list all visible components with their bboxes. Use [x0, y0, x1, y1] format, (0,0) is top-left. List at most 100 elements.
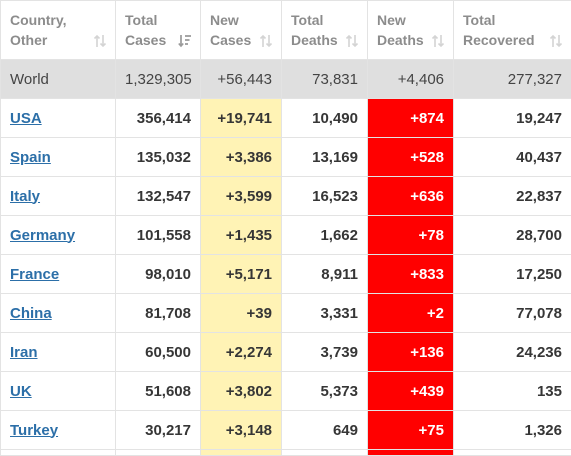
- table-row: Spain 135,032 +3,386 13,169 +528 40,437: [1, 138, 571, 177]
- total-recovered-cell: 19,247: [454, 99, 571, 138]
- sort-arrows-icon[interactable]: [431, 33, 445, 49]
- new-deaths-cell: +874: [368, 99, 454, 138]
- column-header-label: Total Recovered: [463, 10, 562, 50]
- header-line-1: Total: [463, 12, 495, 28]
- column-header-new-cases[interactable]: New Cases: [201, 1, 282, 60]
- country-cell: Turkey: [1, 411, 116, 450]
- new-deaths-cell: +136: [368, 333, 454, 372]
- world-new-cases-cell: +56,443: [201, 60, 282, 99]
- new-cases-cell: +3,599: [201, 177, 282, 216]
- total-recovered-cell: 22,837: [454, 177, 571, 216]
- header-line-1: New: [210, 12, 239, 28]
- country-cell: Germany: [1, 216, 116, 255]
- header-line-2: Other: [10, 32, 47, 48]
- sort-arrows-icon[interactable]: [345, 33, 359, 49]
- new-deaths-cell: +528: [368, 138, 454, 177]
- new-cases-cell: +39: [201, 294, 282, 333]
- table-row: UK 51,608 +3,802 5,373 +439 135: [1, 372, 571, 411]
- total-deaths-cell: 1,662: [282, 216, 368, 255]
- world-total-row: World 1,329,305 +56,443 73,831 +4,406 27…: [1, 60, 571, 99]
- world-total-deaths-cell: 73,831: [282, 60, 368, 99]
- sort-arrows-icon[interactable]: [259, 33, 273, 49]
- country-link[interactable]: China: [10, 305, 52, 322]
- new-deaths-cell: +75: [368, 411, 454, 450]
- column-header-total-cases[interactable]: Total Cases: [116, 1, 201, 60]
- country-link[interactable]: Iran: [10, 344, 38, 361]
- new-cases-cell: +19,741: [201, 99, 282, 138]
- country-link[interactable]: Germany: [10, 227, 75, 244]
- new-deaths-cell: +2: [368, 294, 454, 333]
- new-cases-cell: +1,435: [201, 216, 282, 255]
- sort-arrows-icon[interactable]: [93, 33, 107, 49]
- total-deaths-cell: 10,490: [282, 99, 368, 138]
- new-deaths-cell: +833: [368, 255, 454, 294]
- new-deaths-cell: +636: [368, 177, 454, 216]
- country-link[interactable]: France: [10, 266, 59, 283]
- country-link[interactable]: USA: [10, 110, 42, 127]
- header-line-2: Cases: [210, 32, 251, 48]
- column-header-total-recovered[interactable]: Total Recovered: [454, 1, 571, 60]
- world-total-recovered-cell: 277,327: [454, 60, 571, 99]
- header-line-1: Country,: [10, 12, 67, 28]
- total-deaths-cell: 3,331: [282, 294, 368, 333]
- header-line-2: Recovered: [463, 32, 535, 48]
- header-line-2: Deaths: [291, 32, 338, 48]
- country-cell: China: [1, 294, 116, 333]
- country-link[interactable]: Italy: [10, 188, 40, 205]
- column-header-new-deaths[interactable]: New Deaths: [368, 1, 454, 60]
- column-header-label: Country, Other: [10, 10, 106, 50]
- total-deaths-cell: 5,373: [282, 372, 368, 411]
- header-line-1: Total: [125, 12, 157, 28]
- world-total-cases-cell: 1,329,305: [116, 60, 201, 99]
- country-cell: UK: [1, 372, 116, 411]
- total-recovered-cell: 135: [454, 372, 571, 411]
- total-deaths-cell: 8,911: [282, 255, 368, 294]
- total-cases-cell: 51,608: [116, 372, 201, 411]
- country-link[interactable]: Spain: [10, 149, 51, 166]
- new-cases-cell: +3,802: [201, 372, 282, 411]
- new-deaths-cell: +439: [368, 372, 454, 411]
- new-deaths-cell: +78: [368, 216, 454, 255]
- column-header-country[interactable]: Country, Other: [1, 1, 116, 60]
- total-recovered-cell: 77,078: [454, 294, 571, 333]
- world-name-cell: World: [1, 60, 116, 99]
- column-header-total-deaths[interactable]: Total Deaths: [282, 1, 368, 60]
- table-row: Turkey 30,217 +3,148 649 +75 1,326: [1, 411, 571, 450]
- total-cases-cell: 132,547: [116, 177, 201, 216]
- new-cases-cell: +5,171: [201, 255, 282, 294]
- country-cell: Spain: [1, 138, 116, 177]
- sort-descending-icon[interactable]: [178, 33, 192, 49]
- total-deaths-cell: 3,739: [282, 333, 368, 372]
- table-row: France 98,010 +5,171 8,911 +833 17,250: [1, 255, 571, 294]
- total-recovered-cell: 17,250: [454, 255, 571, 294]
- header-line-2: Deaths: [377, 32, 424, 48]
- total-cases-cell: 135,032: [116, 138, 201, 177]
- sort-arrows-icon[interactable]: [549, 33, 563, 49]
- total-recovered-cell: 40,437: [454, 138, 571, 177]
- new-cases-cell: +3,386: [201, 138, 282, 177]
- total-cases-cell: 60,500: [116, 333, 201, 372]
- country-cell: USA: [1, 99, 116, 138]
- table-row: USA 356,414 +19,741 10,490 +874 19,247: [1, 99, 571, 138]
- total-cases-cell: 81,708: [116, 294, 201, 333]
- header-line-2: Cases: [125, 32, 166, 48]
- total-recovered-cell: 28,700: [454, 216, 571, 255]
- table-row: China 81,708 +39 3,331 +2 77,078: [1, 294, 571, 333]
- header-row: Country, Other Total Cases: [1, 1, 571, 60]
- country-link[interactable]: UK: [10, 383, 32, 400]
- header-line-1: New: [377, 12, 406, 28]
- table-row: Germany 101,558 +1,435 1,662 +78 28,700: [1, 216, 571, 255]
- table-row: Italy 132,547 +3,599 16,523 +636 22,837: [1, 177, 571, 216]
- country-cell: France: [1, 255, 116, 294]
- table-row: Iran 60,500 +2,274 3,739 +136 24,236: [1, 333, 571, 372]
- world-new-deaths-cell: +4,406: [368, 60, 454, 99]
- total-cases-cell: 101,558: [116, 216, 201, 255]
- total-cases-cell: 356,414: [116, 99, 201, 138]
- new-cases-cell: +3,148: [201, 411, 282, 450]
- total-recovered-cell: 1,326: [454, 411, 571, 450]
- total-deaths-cell: 16,523: [282, 177, 368, 216]
- country-link[interactable]: Turkey: [10, 422, 58, 439]
- total-deaths-cell: 13,169: [282, 138, 368, 177]
- country-cell: Italy: [1, 177, 116, 216]
